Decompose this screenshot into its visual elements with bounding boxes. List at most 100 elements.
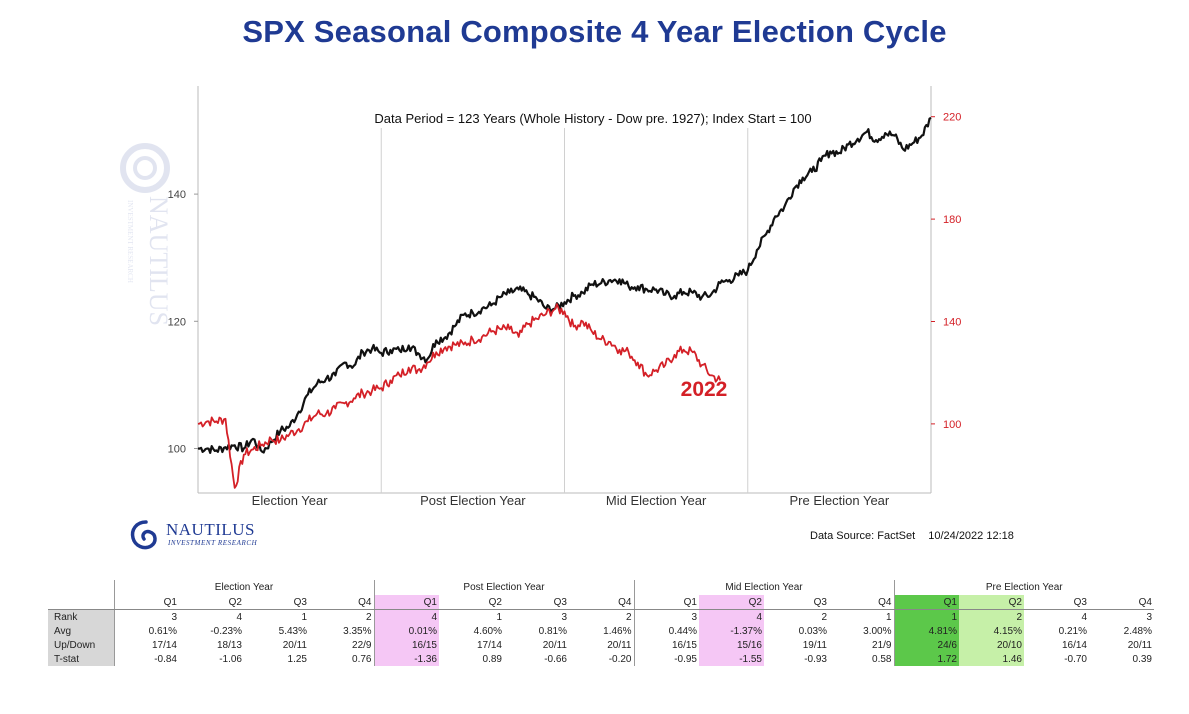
table-row: T-stat -0.84 -1.06 1.25 0.76 -1.36 0.89 -0.66 -0… — [48, 652, 1154, 666]
table-cell: 2 — [959, 609, 1024, 624]
quarter-header-cell: Q2 — [179, 595, 244, 610]
table-cell: -1.55 — [699, 652, 764, 666]
quarter-header-cell: Q1 — [373, 595, 439, 610]
table-cell: 4.15% — [959, 624, 1024, 638]
table-cell: 1.25 — [287, 653, 307, 665]
table-cell: 4.60% — [473, 625, 502, 637]
table-cell: -0.70 — [1064, 653, 1087, 665]
table-cell: -0.20 — [608, 653, 632, 665]
corner-cell — [48, 580, 114, 595]
table-cell: 2 — [365, 611, 372, 623]
watermark-subtext: INVESTMENT RESEARCH — [126, 200, 134, 283]
table-row: Avg 0.61% -0.23% 5.43% 3.35% 0.01% 4.60% 0.81% 1… — [48, 624, 1154, 638]
data-source: Data Source: FactSet 10/24/2022 12:18 — [810, 530, 1024, 542]
right-tick-label: 220 — [943, 112, 961, 124]
table-cell: 18/13 — [216, 639, 242, 651]
table-cell: 3 — [561, 611, 567, 623]
nautilus-swirl-icon — [130, 520, 157, 550]
source-timestamp: 10/24/2022 12:18 — [928, 530, 1014, 542]
x-category-label: Election Year — [252, 493, 329, 508]
table-cell: 16/15 — [633, 638, 699, 652]
source-label: Data Source: FactSet — [810, 530, 916, 542]
group-header-cell: Election Year — [113, 580, 374, 595]
row-label: Avg — [48, 624, 114, 638]
table-cell: 4.81% — [893, 624, 959, 638]
right-axis-ticks: 100 140 180 220 — [931, 112, 961, 431]
table-cell: 2.48% — [1123, 625, 1152, 637]
quarter-header-cell: Q1 — [893, 595, 959, 610]
table-cell: 4 — [1081, 611, 1087, 623]
quarterly-stats-table: Election Year Post Election Year Mid Elect… — [48, 580, 1154, 666]
table-cell: 3 — [633, 609, 699, 624]
table-cell: 2 — [821, 611, 827, 623]
watermark-text: NAUTILUS — [144, 196, 173, 326]
quarter-header-cell: Q1 — [113, 595, 179, 610]
quarter-header-cell: Q2 — [439, 595, 504, 610]
election-cycle-chart: NAUTILUS INVESTMENT RESEARCH 100 120 140 1… — [120, 86, 961, 508]
table-cell: -0.23% — [210, 625, 242, 637]
table-cell: 4 — [236, 611, 242, 623]
left-tick-label: 140 — [168, 189, 186, 201]
quarter-header-cell: Q3 — [244, 595, 309, 610]
table-cell: 4 — [373, 609, 439, 624]
data-period-subtitle: Data Period = 123 Years (Whole History -… — [374, 111, 811, 126]
table-cell: 24/6 — [893, 638, 959, 652]
table-row: Up/Down 17/14 18/13 20/11 22/9 16/15 17/14 20/1… — [48, 638, 1154, 652]
table-cell: 20/11 — [1127, 639, 1152, 651]
right-tick-label: 100 — [943, 419, 961, 431]
quarter-header-cell: Q3 — [1024, 595, 1089, 610]
table-cell: -1.37% — [699, 624, 764, 638]
table-cell: 21/9 — [872, 639, 892, 651]
composite-series-line — [197, 116, 932, 454]
table-cell: 3 — [113, 609, 179, 624]
chart-title: SPX Seasonal Composite 4 Year Election C… — [242, 14, 947, 49]
left-tick-label: 120 — [168, 316, 186, 328]
table-cell: 1 — [885, 611, 892, 623]
table-cell: 17/14 — [113, 638, 179, 652]
group-header-cell: Pre Election Year — [893, 580, 1154, 595]
table-cell: 3.35% — [343, 625, 372, 637]
table-cell: 3 — [1146, 611, 1152, 623]
right-tick-label: 140 — [943, 316, 961, 328]
table-cell: 20/11 — [542, 639, 567, 651]
logo-brand: NAUTILUS — [166, 520, 255, 539]
group-header-cell: Post Election Year — [373, 580, 634, 595]
table-cell: 0.89 — [482, 653, 502, 665]
table-cell: -0.84 — [113, 652, 179, 666]
current-year-series-line — [197, 303, 722, 489]
table-cell: 1 — [893, 609, 959, 624]
logo-tagline: INVESTMENT RESEARCH — [168, 539, 258, 547]
quarter-header-cell: Q3 — [504, 595, 569, 610]
table-cell: 19/11 — [802, 639, 827, 651]
table-cell: -1.06 — [219, 653, 242, 665]
quarter-header-cell: Q4 — [1089, 595, 1154, 610]
table-cell: 0.21% — [1058, 625, 1087, 637]
table-cell: -0.93 — [804, 653, 827, 665]
current-year-label: 2022 — [681, 378, 728, 401]
quarter-header-row: Q1 Q2 Q3 Q4 Q1 Q2 Q3 Q4 Q1 Q2 Q3 Q4 Q1 Q2 Q3 Q4 — [48, 595, 1154, 610]
table-cell: 1 — [496, 611, 502, 623]
table-cell: 1.72 — [893, 652, 959, 666]
table-cell: 0.39 — [1132, 653, 1152, 665]
table-cell: 22/9 — [352, 639, 372, 651]
quarter-header-cell: Q4 — [569, 595, 634, 610]
row-label: T-stat — [48, 652, 114, 666]
x-category-label: Mid Election Year — [606, 493, 707, 508]
quarter-header-cell: Q4 — [309, 595, 374, 610]
quarter-header-cell: Q2 — [699, 595, 764, 610]
table-cell: 0.61% — [113, 624, 179, 638]
right-tick-label: 180 — [943, 214, 961, 226]
corner-cell — [48, 595, 114, 610]
row-label: Rank — [48, 609, 114, 624]
table-cell: 0.58 — [872, 653, 892, 665]
table-cell: 2 — [625, 611, 632, 623]
table-cell: 20/10 — [959, 638, 1024, 652]
table-cell: 5.43% — [278, 625, 307, 637]
row-label: Up/Down — [48, 638, 114, 652]
left-tick-label: 100 — [168, 443, 186, 455]
x-category-label: Post Election Year — [420, 493, 526, 508]
watermark-logo: NAUTILUS INVESTMENT RESEARCH — [120, 143, 173, 326]
table-cell: 0.81% — [538, 625, 567, 637]
table-cell: 20/11 — [282, 639, 307, 651]
table-cell: 0.44% — [633, 624, 699, 638]
